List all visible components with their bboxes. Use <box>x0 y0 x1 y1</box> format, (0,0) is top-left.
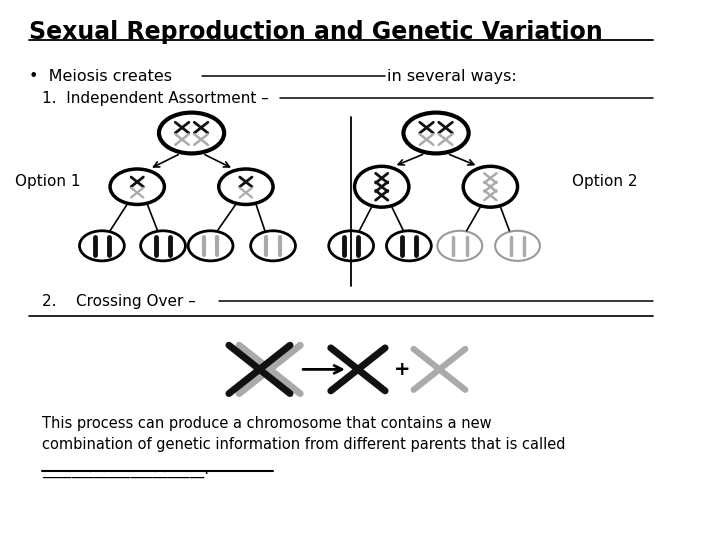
Ellipse shape <box>159 113 224 153</box>
Ellipse shape <box>329 231 374 261</box>
Ellipse shape <box>251 231 295 261</box>
Text: +: + <box>394 360 410 379</box>
Ellipse shape <box>110 169 164 205</box>
Text: Option 2: Option 2 <box>572 174 637 189</box>
Text: 1.  Independent Assortment –: 1. Independent Assortment – <box>42 91 274 106</box>
Ellipse shape <box>495 231 540 261</box>
Text: •  Meiosis creates: • Meiosis creates <box>29 69 176 84</box>
Ellipse shape <box>79 231 125 261</box>
Ellipse shape <box>387 231 431 261</box>
Text: Option 1: Option 1 <box>15 174 81 189</box>
Text: combination of genetic information from different parents that is called: combination of genetic information from … <box>42 436 566 451</box>
Ellipse shape <box>219 169 273 205</box>
Ellipse shape <box>403 113 469 153</box>
Ellipse shape <box>354 166 409 207</box>
Text: This process can produce a chromosome that contains a new: This process can produce a chromosome th… <box>42 416 492 431</box>
Text: 2.    Crossing Over –: 2. Crossing Over – <box>42 294 201 309</box>
Ellipse shape <box>463 166 518 207</box>
Ellipse shape <box>188 231 233 261</box>
Ellipse shape <box>438 231 482 261</box>
Text: ______________________.: ______________________. <box>42 464 209 480</box>
Text: Sexual Reproduction and Genetic Variation: Sexual Reproduction and Genetic Variatio… <box>29 20 603 44</box>
Text: in several ways:: in several ways: <box>387 69 517 84</box>
Ellipse shape <box>140 231 186 261</box>
